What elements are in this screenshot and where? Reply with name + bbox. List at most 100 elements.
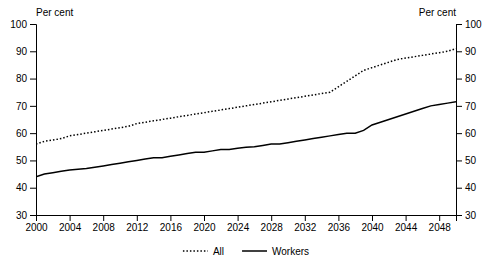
y-axis-tick: 100 [10, 19, 36, 30]
y2-axis-tick: 40 [456, 182, 477, 193]
x-axis-tick: 2016 [160, 215, 183, 233]
y-axis-tick: 50 [16, 155, 36, 166]
y-axis-tick-label: 60 [16, 128, 28, 139]
y-axis-tick-label: 90 [16, 46, 28, 57]
y2-axis-tick-mark [456, 24, 462, 25]
x-axis-tick-label: 2032 [294, 222, 317, 233]
x-axis-tick-mark [70, 215, 71, 221]
x-axis-tick-label: 2016 [160, 222, 183, 233]
y-axis-tick: 80 [16, 73, 36, 84]
x-axis-tick: 2040 [361, 215, 384, 233]
y2-axis-tick-mark [456, 188, 462, 189]
x-axis-line [37, 216, 457, 222]
chart: 2000 2004 2008 2012 2016 2020 2024 2028 2032 2036… [0, 0, 492, 265]
y2-axis-tick: 90 [456, 46, 477, 57]
y-axis-tick: 90 [16, 46, 36, 57]
y-axis-tick-label: 80 [16, 73, 28, 84]
legend-label: Workers [272, 246, 309, 257]
x-axis-tick-label: 2008 [93, 222, 116, 233]
x-axis-tick-mark [338, 215, 339, 221]
y2-axis-tick-mark [456, 160, 462, 161]
y-axis-tick: 70 [16, 101, 36, 112]
y2-axis-tick-label: 100 [465, 19, 482, 30]
y-axis: 30 40 50 60 70 80 90 100 [10, 19, 36, 221]
y2-axis-tick-label: 50 [465, 155, 477, 166]
x-axis-tick: 2008 [93, 215, 116, 233]
y2-axis-tick-label: 40 [465, 182, 477, 193]
y-axis-tick-mark [30, 51, 36, 52]
y-axis-tick-label: 50 [16, 155, 28, 166]
y2-axis-tick-label: 80 [465, 73, 477, 84]
x-axis-tick-mark [170, 215, 171, 221]
x-axis-tick-label: 2028 [261, 222, 284, 233]
y2-axis-tick-label: 30 [465, 210, 477, 221]
x-axis-tick-mark [238, 215, 239, 221]
x-axis-tick-mark [406, 215, 407, 221]
series-line [36, 102, 456, 177]
legend-item: All [183, 246, 224, 257]
y2-axis-tick-mark [456, 106, 462, 107]
y-axis-tick: 40 [16, 182, 36, 193]
y-axis-tick-label: 70 [16, 101, 28, 112]
x-axis-tick: 2012 [126, 215, 149, 233]
x-axis-tick-label: 2004 [59, 222, 82, 233]
y2-axis-line [457, 25, 463, 216]
y-axis-tick-mark [30, 106, 36, 107]
y-axis-tick-label: 30 [16, 210, 28, 221]
y2-axis-tick-mark [456, 51, 462, 52]
x-axis-tick: 2044 [395, 215, 418, 233]
x-axis-tick-label: 2048 [429, 222, 452, 233]
lines [36, 49, 456, 177]
x-axis-tick-label: 2044 [395, 222, 418, 233]
y2-axis-tick-mark [456, 133, 462, 134]
x-axis-tick-mark [204, 215, 205, 221]
legend: All Workers [183, 246, 309, 257]
x-axis-tick-label: 2024 [227, 222, 250, 233]
y2-axis-tick: 70 [456, 101, 477, 112]
x-axis-tick: 2020 [193, 215, 216, 233]
x-axis-tick-mark [103, 215, 104, 221]
x-axis-tick: 2036 [328, 215, 351, 233]
y-axis-tick-mark [30, 133, 36, 134]
y2-axis-tick: 50 [456, 155, 477, 166]
x-axis: 2000 2004 2008 2012 2016 2020 2024 2028 2032 2036… [25, 215, 456, 233]
y2-axis-tick-label: 90 [465, 46, 477, 57]
y2-axis-tick-label: 60 [465, 128, 477, 139]
x-axis-tick: 2028 [261, 215, 284, 233]
y-axis-tick-mark [30, 79, 36, 80]
legend-label: All [213, 246, 224, 257]
series-line [36, 49, 456, 145]
y2-axis-label: Per cent [419, 7, 456, 18]
x-axis-tick-label: 2036 [328, 222, 351, 233]
x-axis-tick: 2000 [25, 215, 48, 233]
x-axis-tick: 2048 [429, 215, 452, 233]
x-axis-tick-label: 2012 [126, 222, 149, 233]
y2-axis-tick-mark [456, 79, 462, 80]
y-axis-tick-mark [30, 215, 36, 216]
y2-axis-tick: 100 [456, 19, 482, 30]
y2-axis-tick: 60 [456, 128, 477, 139]
legend-item: Workers [242, 246, 309, 257]
legend-swatch [183, 250, 208, 252]
y2-axis-tick: 30 [456, 210, 477, 221]
y-axis-label: Per cent [36, 7, 73, 18]
y2-axis-tick-label: 70 [465, 101, 477, 112]
x-axis-tick-mark [439, 215, 440, 221]
x-axis-tick-mark [305, 215, 306, 221]
x-axis-tick: 2032 [294, 215, 317, 233]
y-axis-tick-mark [30, 160, 36, 161]
x-axis-tick-label: 2020 [193, 222, 216, 233]
y2-axis: 30 40 50 60 70 80 90 100 [456, 19, 482, 221]
plot: 2000 2004 2008 2012 2016 2020 2024 2028 2032 2036… [10, 7, 482, 233]
x-axis-tick: 2024 [227, 215, 250, 233]
y-axis-tick: 60 [16, 128, 36, 139]
y-axis-tick-mark [30, 188, 36, 189]
x-axis-tick-mark [271, 215, 272, 221]
x-axis-tick-mark [372, 215, 373, 221]
x-axis-tick-label: 2040 [361, 222, 384, 233]
y2-axis-tick: 80 [456, 73, 477, 84]
y-axis-tick-label: 40 [16, 182, 28, 193]
y-axis-tick-mark [30, 24, 36, 25]
x-axis-tick: 2004 [59, 215, 82, 233]
y2-axis-tick-mark [456, 215, 462, 216]
